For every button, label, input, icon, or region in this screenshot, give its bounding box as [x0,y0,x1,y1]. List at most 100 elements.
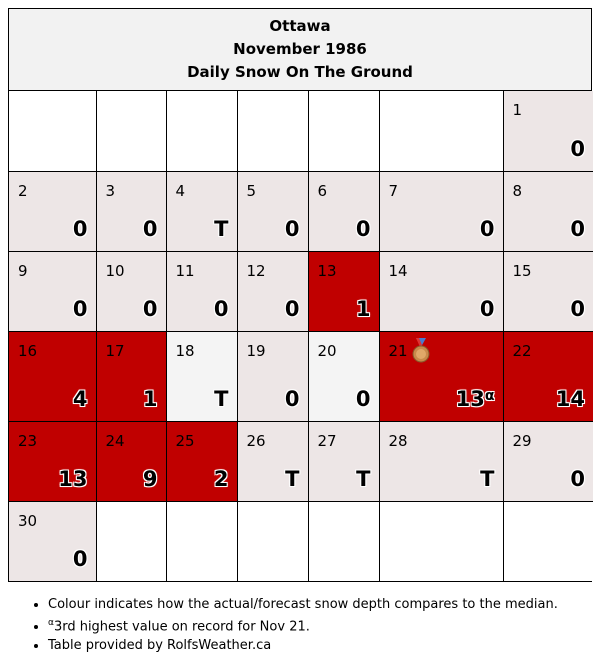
empty-cell [378,500,504,581]
snow-depth-number: 0 [142,296,158,321]
snow-depth-value: 14 [556,387,585,411]
day-cell: 19 0 [236,330,309,422]
empty-cell [378,91,504,172]
calendar-header: Ottawa November 1986 Daily Snow On The G… [9,9,591,91]
day-cell: 11 0 [165,250,238,332]
snow-depth-number: 13 [58,466,88,491]
day-cell: 28 T [378,420,504,502]
snow-depth-value: 0 [73,297,88,321]
snow-depth-value: 0 [480,297,495,321]
day-number: 27 [317,431,337,450]
snow-depth-number: 0 [570,466,585,491]
snow-depth-number: 0 [570,216,585,241]
snow-depth-value: 0 [356,387,371,411]
footnotes: Colour indicates how the actual/forecast… [28,595,558,655]
snow-depth-number: 2 [213,466,229,491]
empty-cell [165,500,238,581]
snow-depth-value: 0 [73,547,88,571]
day-number: 20 [317,341,337,360]
day-cell: 14 0 [378,250,504,332]
snow-depth-value: 13 [58,467,87,491]
record-note-text: 3rd highest value on record for Nov 21. [53,619,310,635]
day-cell: 16 4 [9,330,97,422]
snow-depth-number: 0 [479,296,495,321]
day-number: 25 [175,431,195,450]
snow-depth-number: 0 [284,386,300,411]
day-cell: 18 T [165,330,238,422]
day-number: 13 [317,261,337,280]
day-cell: 25 2 [165,420,238,502]
day-number: 22 [512,341,532,360]
week-row: 30 0 [9,500,593,581]
day-cell: 22 14 [502,330,593,422]
day-number: 4 [175,181,186,200]
snow-depth-value: 0 [214,297,229,321]
snow-depth-value: 0 [143,217,158,241]
empty-cell [165,91,238,172]
empty-cell [236,500,309,581]
snow-depth-number: 14 [555,386,585,411]
empty-cell [9,91,97,172]
day-number: 24 [105,431,125,450]
empty-cell [307,500,380,581]
snow-depth-value: 0 [285,387,300,411]
snow-depth-number: 1 [355,296,371,321]
snow-depth-value: T [356,467,370,491]
day-cell: 29 0 [502,420,593,502]
snow-depth-number: 1 [142,386,158,411]
legend-note: Colour indicates how the actual/forecast… [48,595,558,614]
snow-depth-value: 0 [480,217,495,241]
snow-depth-number: 0 [213,296,229,321]
empty-cell [502,500,593,581]
snow-calendar: Ottawa November 1986 Daily Snow On The G… [8,8,593,582]
empty-cell [236,91,309,172]
snow-depth-number: 0 [72,216,88,241]
day-cell: 27 T [307,420,380,502]
day-number: 12 [246,261,266,280]
snow-depth-value: 0 [570,217,585,241]
snow-depth-number: 0 [570,296,585,321]
month-title: November 1986 [233,40,367,58]
table-title: Daily Snow On The Ground [187,63,413,81]
snow-depth-value: 0 [143,297,158,321]
snow-depth-value: 0 [570,467,585,491]
credit-note: Table provided by RolfsWeather.ca [48,636,558,655]
snow-depth-value: 4 [73,387,88,411]
day-number: 30 [18,511,38,530]
snow-depth-value: 0 [356,217,371,241]
snow-depth-value: 0 [570,137,585,161]
snow-depth-number: 0 [355,216,371,241]
day-number: 10 [105,261,125,280]
snow-depth-number: T [214,216,229,241]
snow-depth-number: 0 [355,386,371,411]
snow-depth-number: T [214,386,229,411]
snow-depth-number: 0 [72,547,88,571]
snow-depth-number: 13 [455,386,485,411]
day-number: 29 [512,431,532,450]
week-row: 16 4 17 1 18 T 19 0 20 0 21 13α 22 14 [9,330,593,422]
record-note: α3rd highest value on record for Nov 21. [48,614,558,636]
snow-depth-number: 0 [142,216,158,241]
snow-depth-number: 0 [284,296,300,321]
record-mark: α [484,387,495,404]
snow-depth-value: T [214,217,228,241]
snow-depth-number: T [285,466,300,491]
snow-depth-value: 9 [143,467,158,491]
day-number: 8 [512,181,523,200]
day-number: 18 [175,341,195,360]
snow-depth-value: 1 [356,297,371,321]
day-cell: 30 0 [9,500,97,581]
snow-depth-number: T [480,466,495,491]
day-number: 9 [18,261,28,280]
city-title: Ottawa [269,17,331,35]
day-number: 23 [18,431,38,450]
bronze-medal-icon [412,337,429,362]
